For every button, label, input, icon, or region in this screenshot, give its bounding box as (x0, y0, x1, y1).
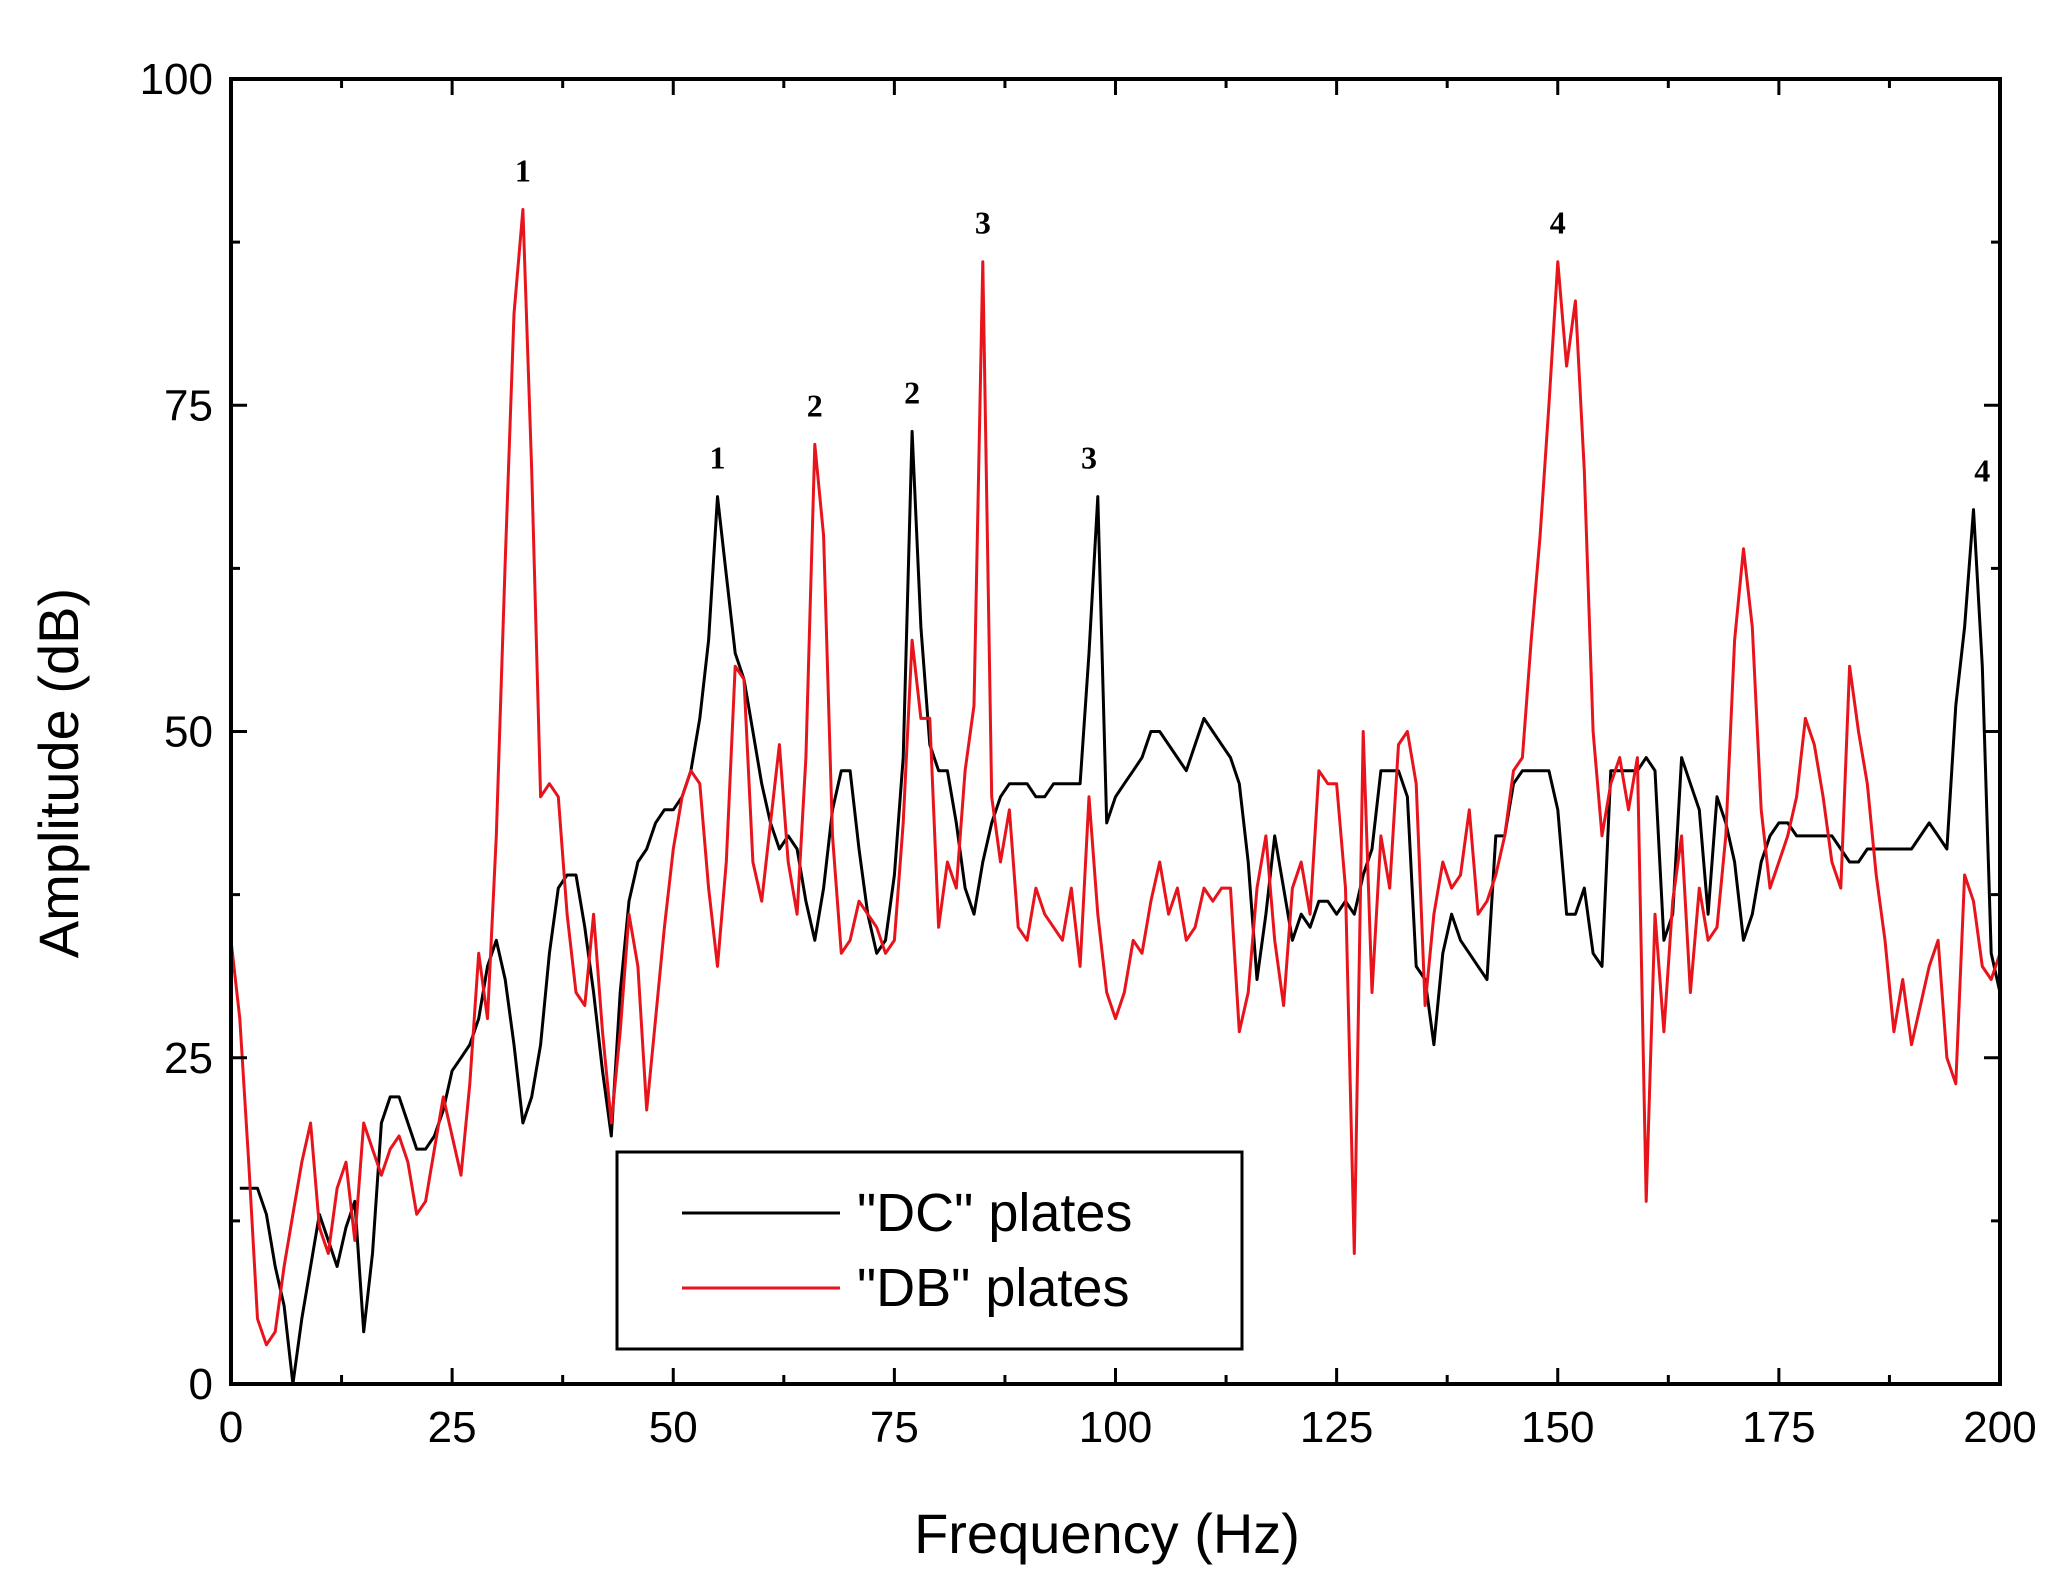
legend-box (615, 1150, 1244, 1351)
x-tick-label: 0 (219, 1403, 243, 1452)
x-tick-label: 150 (1521, 1403, 1594, 1452)
peak-label: 2 (904, 374, 920, 410)
major-ticks (229, 77, 2002, 1386)
series-line-db (229, 208, 2002, 1347)
series-layer (229, 208, 2002, 1386)
y-tick-label: 75 (164, 381, 213, 430)
peak-label: 3 (975, 205, 991, 241)
x-tick-label: 125 (1300, 1403, 1373, 1452)
x-axis-title: Frequency (Hz) (914, 1502, 1300, 1565)
x-tick-label: 50 (649, 1403, 698, 1452)
y-tick-labels: 0 25 50 75 100 (140, 55, 213, 1409)
peak-label: 1 (515, 153, 531, 189)
legend-label-dc: "DC" plates (857, 1183, 1132, 1243)
peak-label: 2 (807, 387, 823, 423)
y-axis-title: Amplitude (dB) (27, 588, 90, 958)
peak-annotations: 1 1 2 2 3 3 4 4 (515, 153, 1990, 489)
x-tick-labels: 0 25 50 75 100 125 150 175 200 (219, 1403, 2037, 1452)
legend: "DC" plates "DB" plates (615, 1150, 1244, 1351)
x-tick-label: 175 (1742, 1403, 1815, 1452)
x-tick-label: 200 (1963, 1403, 2036, 1452)
y-tick-label: 50 (164, 708, 213, 757)
x-tick-label: 25 (428, 1403, 477, 1452)
peak-label: 4 (1974, 453, 1990, 489)
y-tick-label: 100 (140, 55, 213, 104)
x-tick-label: 100 (1079, 1403, 1152, 1452)
peak-label: 3 (1081, 440, 1097, 476)
x-tick-label: 75 (870, 1403, 919, 1452)
y-tick-label: 0 (189, 1360, 213, 1409)
legend-label-db: "DB" plates (857, 1258, 1129, 1318)
peak-label: 4 (1550, 205, 1566, 241)
peak-label: 1 (709, 440, 725, 476)
series-line-dc (239, 429, 2002, 1386)
y-tick-label: 25 (164, 1034, 213, 1083)
